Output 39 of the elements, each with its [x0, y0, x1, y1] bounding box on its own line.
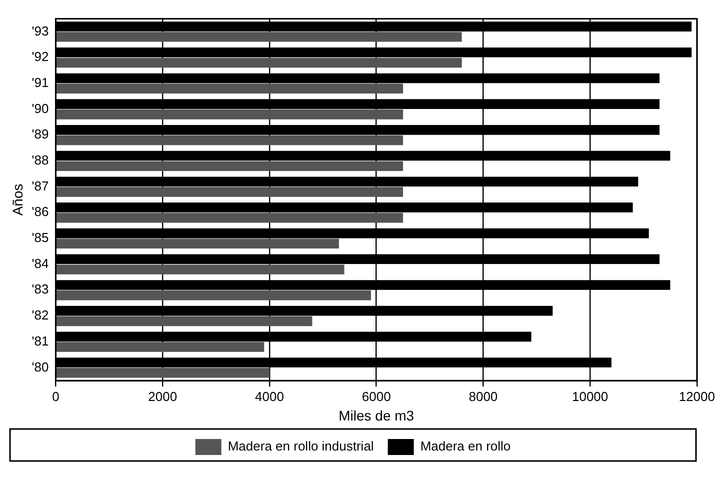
bar: [56, 32, 462, 42]
y-tick-label: '91: [32, 74, 49, 90]
bar: [56, 238, 339, 249]
bar: [56, 368, 270, 378]
y-tick-label: '85: [32, 230, 49, 246]
bar: [56, 135, 404, 146]
x-tick-label: 10000: [572, 388, 608, 404]
y-tick-label: '88: [32, 152, 49, 168]
x-tick-label: 2000: [148, 388, 178, 404]
x-tick-label: 4000: [255, 388, 284, 404]
y-tick-label: '80: [32, 359, 49, 374]
y-tick-label: '93: [32, 23, 49, 38]
bar: [56, 264, 344, 274]
bar: [56, 290, 371, 300]
bar: [56, 316, 312, 326]
y-tick-label: '83: [32, 282, 49, 297]
bar: [56, 187, 404, 197]
bar: [56, 84, 404, 94]
y-tick-label: '86: [32, 204, 49, 220]
x-tick-label: 12000: [678, 388, 716, 404]
x-tick-label: 6000: [362, 388, 391, 404]
y-tick-label: '84: [32, 256, 49, 271]
y-axis-title: Años: [9, 184, 26, 216]
y-tick-label: '87: [32, 178, 49, 194]
bar: [56, 161, 404, 172]
y-tick-label: '82: [32, 308, 49, 323]
y-tick-label: '92: [32, 49, 49, 64]
bar: [56, 342, 264, 352]
bar: [56, 212, 404, 223]
y-tick-label: '90: [32, 100, 49, 116]
x-tick-label: 8000: [468, 388, 498, 404]
x-tick-label: 0: [52, 388, 60, 404]
legend-label: Madera en rollo: [420, 438, 511, 454]
bar: [56, 110, 404, 120]
x-axis-title: Miles de m3: [338, 407, 414, 424]
legend-label: Madera en rollo industrial: [228, 438, 374, 454]
bar: [56, 58, 462, 68]
y-tick-label: '81: [32, 333, 49, 348]
y-tick-label: '89: [32, 126, 49, 142]
